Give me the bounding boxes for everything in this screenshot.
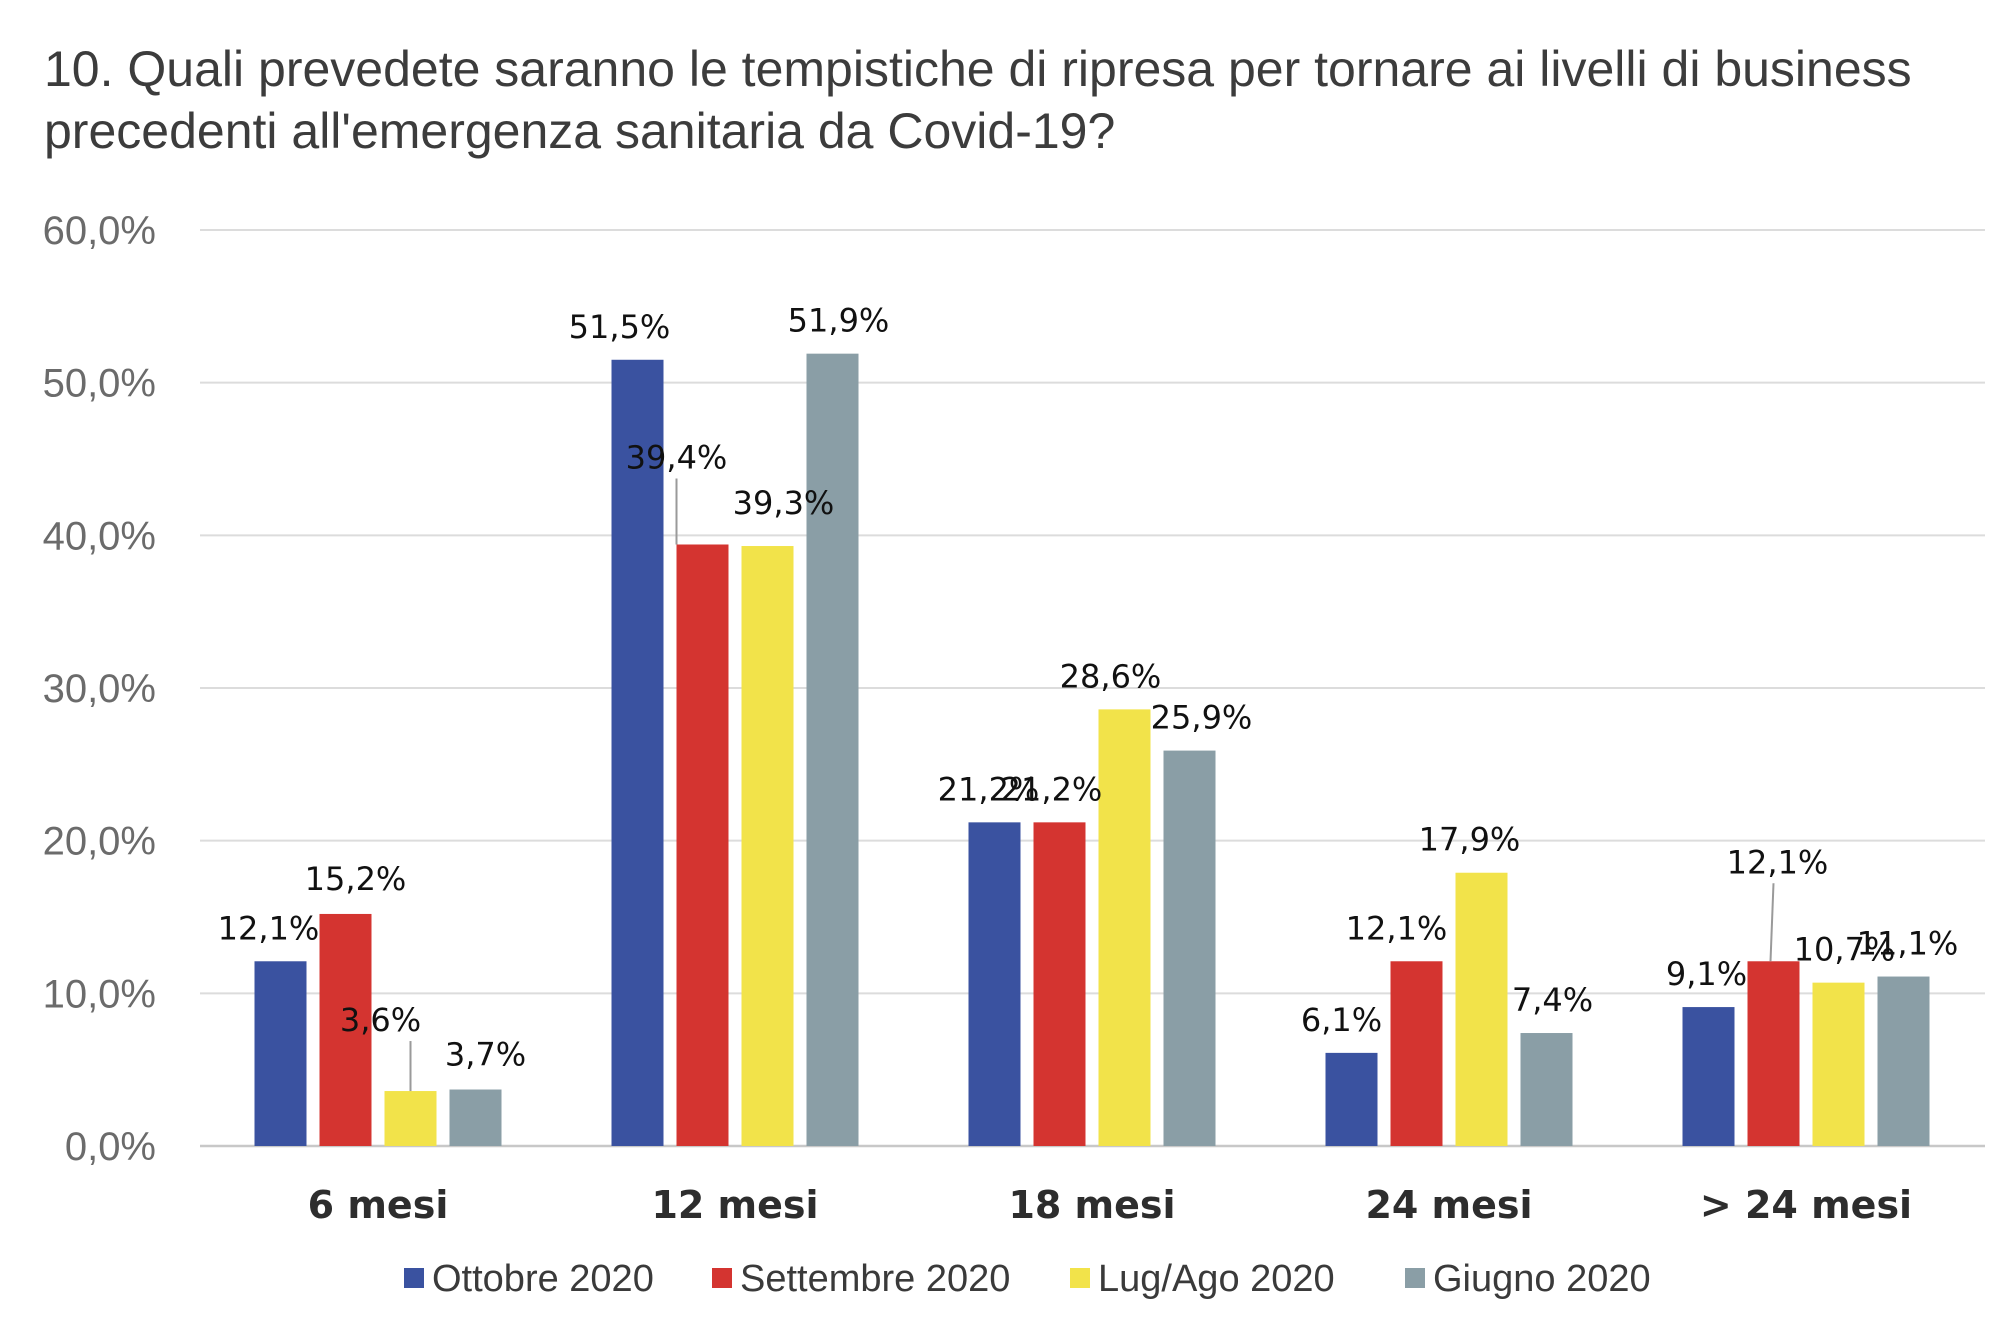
legend-swatch [1070, 1268, 1090, 1288]
data-label: 6,1% [1301, 1001, 1382, 1039]
y-tick-label: 40,0% [43, 514, 156, 558]
data-label: 10,7% [1794, 931, 1896, 969]
bar [1455, 872, 1508, 1146]
data-label: 21,2% [1001, 770, 1103, 808]
bar [254, 961, 307, 1146]
y-tick-label: 50,0% [43, 362, 156, 406]
x-tick-label: > 24 mesi [1700, 1183, 1912, 1227]
data-label: 12,1% [1727, 843, 1829, 881]
data-label: 21,2% [938, 770, 1040, 808]
data-label: 7,4% [1512, 981, 1593, 1019]
data-label: 15,2% [305, 860, 407, 898]
y-tick-label: 60,0% [43, 209, 156, 253]
legend-label: Lug/Ago 2020 [1098, 1258, 1335, 1300]
x-tick-label: 24 mesi [1365, 1183, 1532, 1227]
data-label: 28,6% [1060, 657, 1162, 695]
legend-swatch [404, 1268, 424, 1288]
x-tick-label: 12 mesi [651, 1183, 818, 1227]
chart-title: 10. Quali prevedete saranno le tempistic… [44, 41, 1912, 159]
data-label: 3,6% [340, 1001, 421, 1039]
bar [1682, 1007, 1735, 1146]
bar [384, 1091, 437, 1146]
legend-swatch [712, 1268, 732, 1288]
data-label: 3,7% [445, 1036, 526, 1074]
bar [968, 822, 1021, 1146]
bar [1033, 822, 1086, 1146]
bar [449, 1089, 502, 1146]
data-label: 12,1% [1346, 909, 1448, 947]
bar [319, 913, 372, 1146]
bar [1163, 750, 1216, 1146]
bar [1390, 961, 1443, 1146]
y-tick-label: 30,0% [43, 667, 156, 711]
data-label: 9,1% [1666, 955, 1747, 993]
bar [741, 546, 794, 1146]
bar [1520, 1033, 1573, 1146]
x-tick-label: 6 mesi [308, 1183, 449, 1227]
bar [1812, 982, 1865, 1146]
y-tick-label: 20,0% [43, 820, 156, 864]
data-label: 51,9% [788, 302, 890, 340]
y-tick-label: 10,0% [43, 972, 156, 1016]
bar [1747, 961, 1800, 1146]
label-leader-line [1769, 883, 1775, 962]
data-label: 39,4% [626, 438, 728, 476]
data-label: 25,9% [1151, 699, 1253, 737]
data-label: 12,1% [218, 909, 320, 947]
bar [806, 353, 859, 1146]
bar [1098, 709, 1151, 1146]
data-label: 51,5% [569, 308, 671, 346]
x-tick-label: 18 mesi [1008, 1183, 1175, 1227]
data-label: 11,1% [1857, 925, 1959, 963]
legend-label: Giugno 2020 [1433, 1258, 1651, 1300]
legend-label: Settembre 2020 [740, 1258, 1010, 1300]
y-tick-label: 0,0% [65, 1125, 156, 1169]
bar [1877, 976, 1930, 1146]
legend-label: Ottobre 2020 [432, 1258, 654, 1300]
bar [1325, 1052, 1378, 1146]
bar [611, 359, 664, 1146]
bar [676, 544, 729, 1146]
data-label: 17,9% [1419, 821, 1521, 859]
legend-swatch [1405, 1268, 1425, 1288]
data-label: 39,3% [733, 484, 835, 522]
